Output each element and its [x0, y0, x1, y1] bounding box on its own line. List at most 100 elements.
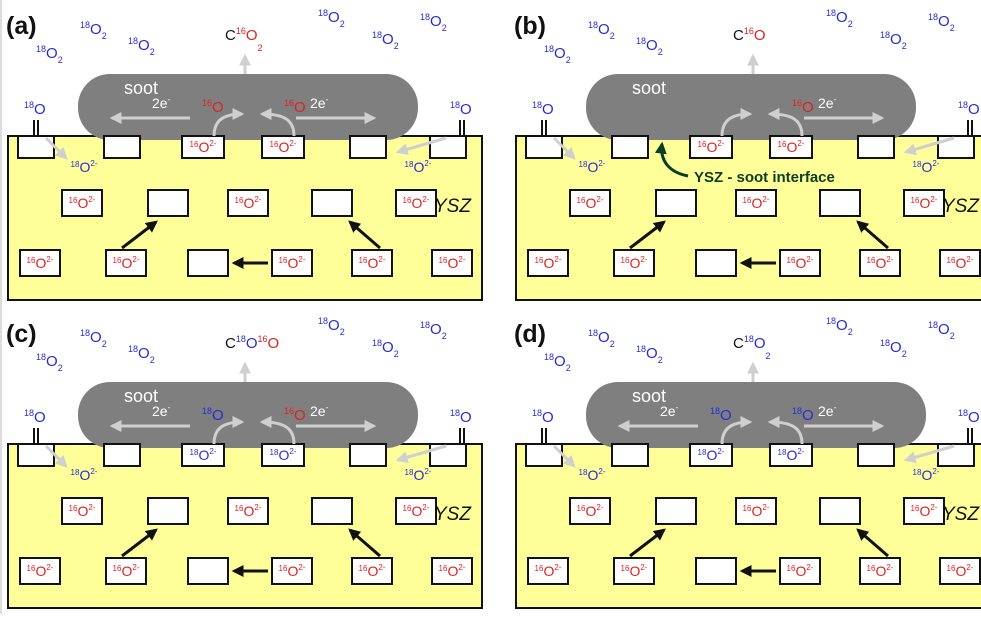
- ysz-label: YSZ: [942, 504, 980, 525]
- oxygen-molecule-18: 18O2: [372, 30, 399, 51]
- soot-oxygen: 16O: [284, 406, 306, 424]
- oxide-ion-site: [527, 249, 569, 277]
- diffusion-arrow: [121, 528, 158, 558]
- vacancy-site: [147, 497, 189, 525]
- soot-label: soot: [632, 386, 666, 406]
- oxide-ion-18: 18O2-: [270, 447, 297, 463]
- panel-b: (b) 18O2 18O2 18O2 18O2 18O2 18O2 C16O soot 16O2-…: [514, 8, 981, 301]
- oxide-ion-16: 16O2-: [577, 195, 604, 211]
- oxygen-molecule-18: 18O2: [636, 36, 663, 57]
- electron-label: 2e-: [660, 403, 679, 419]
- soot-oxygen: 16O: [792, 98, 814, 116]
- diffusion-arrow: [856, 220, 889, 250]
- incorporation-arrow: [552, 136, 576, 160]
- oxide-ion-site: [261, 135, 305, 159]
- oxide-ion-16: 16O2-: [947, 563, 974, 579]
- oxide-ion-16: 16O2-: [947, 255, 974, 271]
- oxide-ion-16: 16O2-: [743, 195, 770, 211]
- electron-label: 2e-: [152, 95, 171, 111]
- transfer-arrow: [767, 108, 804, 137]
- oxide-ion-site: [431, 249, 473, 277]
- oxide-ion-18: 18O2-: [579, 159, 606, 175]
- oxide-ion-16: 16O2-: [621, 563, 648, 579]
- soot-oxygen: 16O: [284, 98, 306, 116]
- oxide-ion-site: [859, 557, 901, 585]
- oxide-ion-18: 18O2-: [698, 447, 725, 463]
- panel-label: (d): [514, 320, 546, 348]
- oxide-ion-16: 16O2-: [439, 563, 466, 579]
- oxide-ion-16: 16O2-: [911, 195, 938, 211]
- oxide-ion-16: 16O2-: [235, 503, 262, 519]
- product-molecule: C18O16O: [225, 334, 279, 352]
- transfer-arrow: [259, 108, 296, 137]
- oxygen-molecule-18: 18O2: [128, 36, 155, 57]
- panel-label: (b): [514, 12, 546, 40]
- electron-label: 2e-: [818, 95, 837, 111]
- oxide-ion-site: [903, 189, 945, 217]
- oxide-ion-18: 18O2-: [71, 467, 98, 483]
- oxide-ion-site: [569, 189, 611, 217]
- diffusion-arrow: [348, 220, 381, 250]
- electron-label: 2e-: [310, 403, 329, 419]
- incorporation-arrow: [903, 136, 955, 156]
- oxide-ion-site: [735, 497, 777, 525]
- ysz-electrolyte: [7, 443, 483, 609]
- soot-particle: [78, 382, 418, 448]
- oxide-ion-16: 16O2-: [439, 255, 466, 271]
- oxide-ion-18: 18O2-: [405, 159, 432, 175]
- vacancy-site: [819, 189, 861, 217]
- oxide-ion-16: 16O2-: [27, 563, 54, 579]
- oxygen-molecule-18: 18O2: [80, 20, 107, 41]
- oxide-ion-16: 16O2-: [778, 139, 805, 155]
- oxide-ion-site: [779, 249, 821, 277]
- panel-c: (c) 18O2 18O2 18O2 18O2 18O2 18O2 C18O16O soot 18…: [6, 316, 483, 609]
- adsorbed-oxygen-18: 18O: [958, 100, 980, 118]
- oxide-ion-site: [351, 557, 393, 585]
- soot-label: soot: [632, 78, 666, 98]
- oxide-ion-16: 16O2-: [27, 255, 54, 271]
- oxide-ion-16: 16O2-: [190, 139, 217, 155]
- diffusion-arrow: [348, 528, 381, 558]
- oxide-ion-site: [227, 189, 269, 217]
- ysz-electrolyte: [7, 135, 483, 301]
- oxide-ion-16: 16O2-: [911, 503, 938, 519]
- oxygen-molecule-18: 18O2: [636, 344, 663, 365]
- oxide-ion-18: 18O2-: [913, 467, 940, 483]
- vacancy-site: [429, 443, 467, 467]
- diffusion-arrow: [856, 528, 889, 558]
- oxide-ion-site: [769, 443, 813, 467]
- adsorbed-oxygen-18: 18O: [450, 408, 472, 426]
- oxygen-molecule-18: 18O2: [318, 8, 345, 29]
- oxygen-molecule-18: 18O2: [880, 30, 907, 51]
- oxygen-molecule-18: 18O2: [826, 8, 853, 29]
- oxide-ion-site: [527, 557, 569, 585]
- soot-oxygen: 16O: [202, 98, 224, 116]
- oxide-ion-16: 16O2-: [743, 503, 770, 519]
- oxygen-molecule-18: 18O2: [80, 328, 107, 349]
- adsorbed-oxygen-18: 18O: [532, 408, 554, 426]
- oxide-ion-18: 18O2-: [778, 447, 805, 463]
- incorporation-arrow: [44, 136, 68, 160]
- oxide-ion-16: 16O2-: [113, 563, 140, 579]
- oxide-ion-16: 16O2-: [69, 503, 96, 519]
- product-molecule: C16O: [733, 26, 766, 44]
- incorporation-arrow: [903, 444, 955, 464]
- oxide-ion-site: [271, 249, 313, 277]
- oxygen-molecule-18: 18O2: [544, 352, 571, 373]
- transfer-arrow: [259, 416, 296, 445]
- vacancy-site: [429, 135, 467, 159]
- vacancy-site: [103, 135, 141, 159]
- oxide-ion-16: 16O2-: [577, 503, 604, 519]
- oxygen-molecule-18: 18O2: [928, 12, 955, 33]
- oxide-ion-16: 16O2-: [270, 139, 297, 155]
- oxide-ion-site: [569, 497, 611, 525]
- vacancy-site: [857, 443, 895, 467]
- electron-label: 2e-: [152, 403, 171, 419]
- diffusion-arrow: [121, 220, 158, 250]
- oxide-ion-16: 16O2-: [698, 139, 725, 155]
- oxide-ion-site: [939, 249, 981, 277]
- interface-arrow: [654, 141, 689, 178]
- oxide-ion-16: 16O2-: [867, 255, 894, 271]
- adsorbed-oxygen-18: 18O: [450, 100, 472, 118]
